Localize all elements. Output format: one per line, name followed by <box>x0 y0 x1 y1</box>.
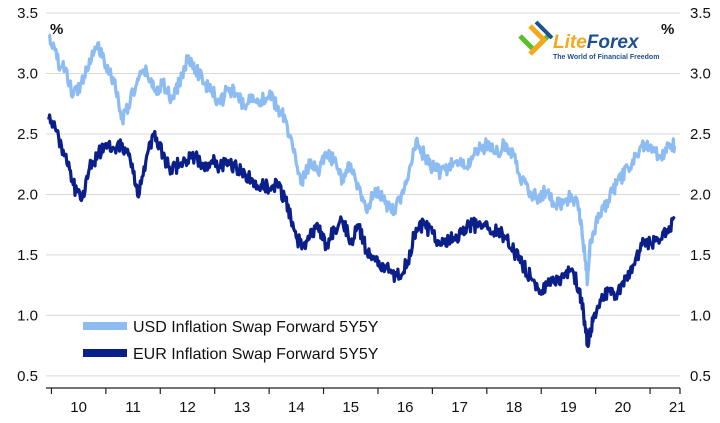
legend: USD Inflation Swap Forward 5Y5Y EUR Infl… <box>83 319 379 363</box>
liteforex-logo: LiteForex The World of Financial Freedom <box>518 20 659 61</box>
y-tick-label-left: 1.5 <box>17 247 38 264</box>
y-tick-label-right: 3.5 <box>690 5 711 22</box>
y-tick-label-right: 1.0 <box>690 307 711 324</box>
y-tick-label-right: 2.0 <box>690 186 711 203</box>
x-tick-label: 18 <box>506 399 523 416</box>
logo-tagline: The World of Financial Freedom <box>553 54 659 61</box>
y-tick-label-right: 1.5 <box>690 247 711 264</box>
y-tick-label-left: 2.0 <box>17 186 38 203</box>
x-tick-label: 11 <box>125 399 141 416</box>
x-tick-label: 17 <box>451 399 468 416</box>
gridlines <box>46 12 680 377</box>
y-tick-label-right: 3.0 <box>690 65 711 82</box>
y-unit-left: % <box>50 21 63 38</box>
y-tick-label-left: 3.0 <box>17 65 38 82</box>
x-tick-label: 19 <box>560 399 577 416</box>
logo-wordmark: LiteForex <box>553 32 640 53</box>
logo-mark-icon <box>518 20 554 56</box>
y-tick-label-left: 3.5 <box>17 5 38 22</box>
series-line-usd <box>48 33 677 287</box>
legend-label-eur: EUR Inflation Swap Forward 5Y5Y <box>133 346 379 363</box>
x-tick-label: 15 <box>342 399 359 416</box>
legend-swatch-usd <box>83 322 127 330</box>
y-tick-label-right: 2.5 <box>690 126 711 143</box>
y-unit-right: % <box>661 21 674 38</box>
x-tick-label: 20 <box>615 399 632 416</box>
y-tick-label-left: 2.5 <box>17 126 38 143</box>
series-group <box>47 33 677 348</box>
x-tick-label: 21 <box>669 399 686 416</box>
legend-swatch-eur <box>83 349 127 357</box>
y-tick-label-left: 0.5 <box>17 368 38 385</box>
y-axis-left-ticks: 0.5 1.0 1.5 2.0 2.5 3.0 3.5 <box>17 5 38 385</box>
x-tick-label: 13 <box>234 399 251 416</box>
x-tick-label: 12 <box>179 399 196 416</box>
x-tick-label: 16 <box>397 399 414 416</box>
x-tick-label: 10 <box>70 399 87 416</box>
y-tick-label-left: 1.0 <box>17 307 38 324</box>
y-tick-label-right: 0.5 <box>690 368 711 385</box>
x-axis-ticks: 10 11 12 13 14 15 16 17 18 19 20 21 <box>50 388 686 416</box>
x-tick-label: 14 <box>288 399 305 416</box>
legend-label-usd: USD Inflation Swap Forward 5Y5Y <box>133 319 379 336</box>
series-line-eur <box>47 113 676 348</box>
y-axis-right-ticks: 0.5 1.0 1.5 2.0 2.5 3.0 3.5 <box>690 5 711 385</box>
